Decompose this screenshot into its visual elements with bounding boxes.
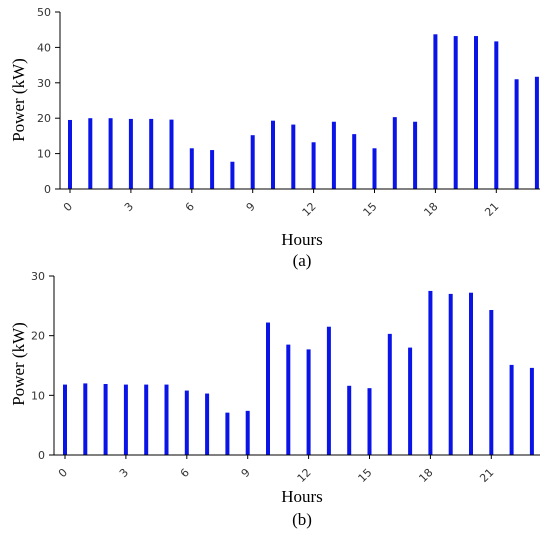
bar-b-hour-15 xyxy=(367,388,372,455)
x-tick-label-b-6: 6 xyxy=(178,466,192,480)
y-ticks-b: 0 10 20 30 xyxy=(31,270,54,462)
y-tick-label-b-20: 20 xyxy=(31,330,45,343)
bar-a-hour-13 xyxy=(331,121,336,189)
bar-b-hour-20 xyxy=(469,292,473,455)
x-axis-title-a: Hours xyxy=(281,230,323,249)
x-tick-label-a-15: 15 xyxy=(361,200,380,219)
bar-b-hour-7 xyxy=(205,393,210,455)
chart-panel-b: 0 10 20 30 0 3 6 9 12 15 18 21 Power (kW) Hours (b… xyxy=(9,270,540,529)
bars-a xyxy=(68,34,539,189)
x-tick-label-b-18: 18 xyxy=(416,466,435,485)
chart-panel-a: 0 10 20 30 40 50 0 3 6 9 12 15 18 21 Power (kW) Hour… xyxy=(9,6,540,270)
bar-b-hour-3 xyxy=(123,384,128,455)
bar-b-hour-6 xyxy=(184,390,189,455)
bar-b-hour-5 xyxy=(164,384,169,455)
bar-b-hour-16 xyxy=(387,333,392,455)
bar-a-hour-12 xyxy=(311,142,316,189)
bar-a-hour-5 xyxy=(169,119,174,189)
x-tick-label-a-21: 21 xyxy=(482,200,501,219)
y-tick-label-a-20: 20 xyxy=(37,112,51,125)
bar-b-hour-11 xyxy=(286,344,291,455)
bar-a-hour-6 xyxy=(189,148,194,189)
bar-b-hour-22 xyxy=(509,364,514,455)
bar-b-hour-21 xyxy=(489,310,494,455)
bar-a-hour-20 xyxy=(474,36,478,189)
y-ticks-a: 0 10 20 30 40 50 xyxy=(37,6,60,196)
y-tick-label-a-0: 0 xyxy=(44,183,51,196)
x-tick-label-b-3: 3 xyxy=(117,466,131,480)
bar-a-hour-7 xyxy=(210,150,215,189)
x-ticks-b: 0 3 6 9 12 15 18 21 xyxy=(56,455,496,485)
x-tick-label-a-9: 9 xyxy=(244,200,258,214)
bar-a-hour-9 xyxy=(250,135,255,189)
x-tick-label-b-15: 15 xyxy=(356,466,375,485)
x-tick-label-a-12: 12 xyxy=(300,200,319,219)
bar-b-hour-17 xyxy=(408,347,413,455)
y-axis-title-b: Power (kW) xyxy=(9,322,28,406)
bar-b-hour-10 xyxy=(266,322,270,455)
bar-b-hour-2 xyxy=(103,384,108,455)
y-tick-label-b-30: 30 xyxy=(31,270,45,283)
x-ticks-a: 0 3 6 9 12 15 18 21 xyxy=(61,189,501,219)
y-tick-label-b-0: 0 xyxy=(38,449,45,462)
y-tick-label-a-50: 50 xyxy=(37,6,51,19)
bar-a-hour-17 xyxy=(413,121,418,189)
x-tick-label-a-6: 6 xyxy=(183,200,197,214)
bar-b-hour-9 xyxy=(245,410,250,455)
bar-b-hour-14 xyxy=(347,385,352,455)
bar-a-hour-23 xyxy=(534,76,539,189)
y-tick-label-a-40: 40 xyxy=(37,41,51,54)
x-tick-label-b-21: 21 xyxy=(477,466,496,485)
bar-a-hour-2 xyxy=(108,118,113,189)
bar-a-hour-10 xyxy=(271,120,275,189)
bar-b-hour-18 xyxy=(428,290,433,455)
bar-a-hour-14 xyxy=(352,134,357,189)
panel-label-b: (b) xyxy=(292,510,312,529)
y-tick-label-a-10: 10 xyxy=(37,148,51,161)
bar-b-hour-4 xyxy=(144,384,149,455)
bar-b-hour-1 xyxy=(83,383,88,455)
bar-a-hour-8 xyxy=(230,161,235,189)
bar-a-hour-19 xyxy=(453,36,458,189)
bar-b-hour-19 xyxy=(448,293,453,455)
bar-b-hour-23 xyxy=(529,367,534,455)
panel-label-a: (a) xyxy=(293,251,312,270)
bar-a-hour-11 xyxy=(291,124,296,189)
bar-a-hour-21 xyxy=(494,41,499,189)
bar-a-hour-3 xyxy=(128,118,133,189)
bar-b-hour-0 xyxy=(63,384,67,455)
bar-b-hour-8 xyxy=(225,412,230,455)
y-tick-label-b-10: 10 xyxy=(31,389,45,402)
x-tick-label-a-18: 18 xyxy=(421,200,440,219)
x-tick-label-a-0: 0 xyxy=(61,200,75,214)
bar-a-hour-15 xyxy=(372,148,377,189)
x-tick-label-b-12: 12 xyxy=(295,466,314,485)
x-tick-label-a-3: 3 xyxy=(122,200,136,214)
bar-a-hour-1 xyxy=(88,118,93,189)
bar-b-hour-13 xyxy=(326,326,331,455)
bar-a-hour-4 xyxy=(149,118,154,189)
bar-a-hour-0 xyxy=(68,119,72,189)
bar-a-hour-22 xyxy=(514,79,519,189)
bar-a-hour-18 xyxy=(433,34,438,189)
y-axis-title-a: Power (kW) xyxy=(9,58,28,142)
bar-b-hour-12 xyxy=(306,349,311,455)
x-axis-title-b: Hours xyxy=(281,487,323,506)
y-tick-label-a-30: 30 xyxy=(37,77,51,90)
bar-a-hour-16 xyxy=(392,117,397,189)
bars-b xyxy=(63,290,534,455)
x-tick-label-b-0: 0 xyxy=(56,466,70,480)
x-tick-label-b-9: 9 xyxy=(239,466,253,480)
